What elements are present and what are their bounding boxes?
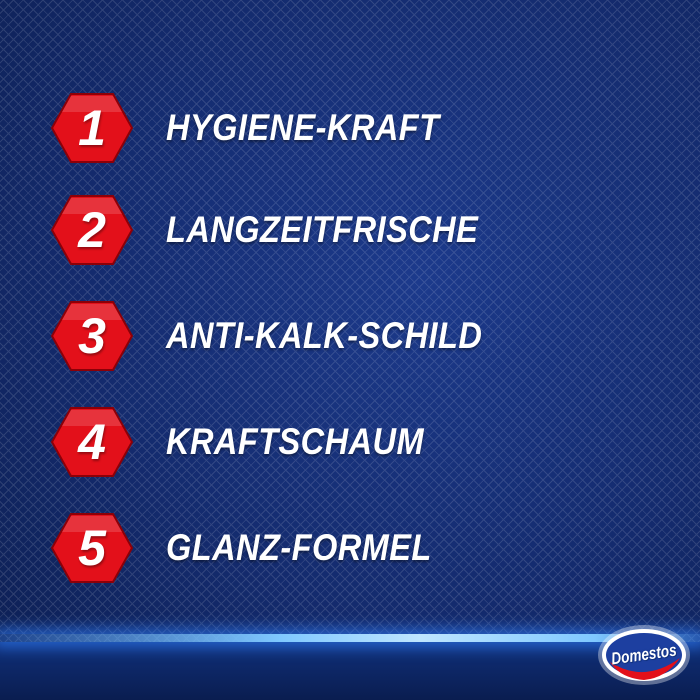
feature-item-1: 1 HYGIENE-KRAFT: [50, 88, 477, 168]
feature-number: 5: [78, 520, 106, 576]
hexagon-badge-icon: 2: [50, 194, 134, 266]
brand-logo: Domestos: [596, 622, 692, 688]
feature-number: 1: [78, 100, 106, 156]
feature-number: 3: [78, 308, 106, 364]
feature-label: HYGIENE-KRAFT: [166, 107, 440, 148]
hexagon-badge-icon: 3: [50, 300, 134, 372]
hexagon-badge-icon: 1: [50, 92, 134, 164]
bottom-band: [0, 642, 700, 700]
feature-item-2: 2 LANGZEITFRISCHE: [50, 190, 521, 270]
feature-label: ANTI-KALK-SCHILD: [166, 315, 483, 356]
feature-item-5: 5 GLANZ-FORMEL: [50, 508, 468, 588]
feature-number: 2: [78, 202, 106, 258]
logo-text: Domestos: [610, 640, 678, 669]
feature-label: KRAFTSCHAUM: [166, 421, 425, 462]
light-line: [0, 634, 700, 642]
feature-item-4: 4 KRAFTSCHAUM: [50, 402, 459, 482]
feature-label: GLANZ-FORMEL: [166, 527, 432, 568]
logo-oval-icon: [598, 625, 690, 685]
feature-number: 4: [78, 414, 106, 470]
hexagon-badge-icon: 4: [50, 406, 134, 478]
feature-label: LANGZEITFRISCHE: [166, 209, 479, 250]
hexagon-badge-icon: 5: [50, 512, 134, 584]
feature-item-3: 3 ANTI-KALK-SCHILD: [50, 296, 525, 376]
